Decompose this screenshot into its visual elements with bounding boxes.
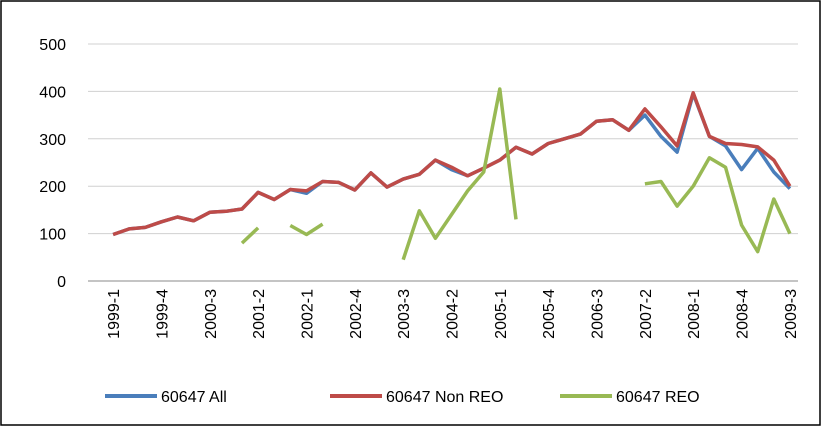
series-line [112, 91, 792, 237]
x-tick-label: 2002-1 [299, 289, 316, 339]
x-tick-label: 2000-3 [203, 289, 220, 339]
x-tick-label: 2005-1 [493, 289, 510, 339]
x-tick-label: 2008-1 [686, 289, 703, 339]
series-line [240, 87, 792, 261]
legend-label: 60647 REO [616, 389, 700, 406]
x-tick-label: 2009-3 [783, 289, 800, 339]
x-tick-label: 2004-2 [445, 289, 462, 339]
x-tick-label: 2006-3 [590, 289, 607, 339]
y-tick-label: 100 [39, 227, 66, 244]
x-tick-label: 2008-4 [735, 289, 752, 339]
x-tick-label: 1999-4 [154, 289, 171, 339]
legend-label: 60647 Non REO [386, 389, 503, 406]
y-tick-label: 200 [39, 179, 66, 196]
y-tick-label: 0 [57, 274, 66, 291]
y-tick-label: 300 [39, 132, 66, 149]
x-tick-label: 2001-2 [251, 289, 268, 339]
x-tick-label: 1999-1 [106, 289, 123, 339]
y-tick-label: 400 [39, 84, 66, 101]
legend-label: 60647 All [161, 389, 227, 406]
x-tick-label: 2002-4 [348, 289, 365, 339]
x-tick-label: 2007-2 [638, 289, 655, 339]
x-tick-label: 2003-3 [396, 289, 413, 339]
x-tick-label: 2005-4 [541, 289, 558, 339]
y-tick-label: 500 [39, 37, 66, 54]
